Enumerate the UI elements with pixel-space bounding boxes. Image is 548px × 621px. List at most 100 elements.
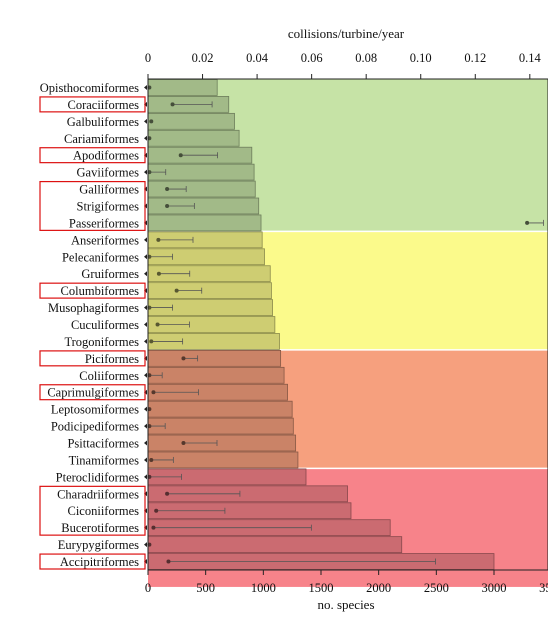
point-columbiformes — [174, 288, 179, 293]
point-passeriformes — [525, 220, 530, 225]
category-tick-eurypygiformes — [144, 542, 147, 548]
category-tick-opisthocomiformes — [144, 84, 147, 90]
bar-coliiformes — [147, 366, 285, 384]
point-psittaciformes — [181, 441, 186, 446]
category-label-opisthocomiformes: Opisthocomiformes — [40, 81, 139, 95]
bar-galbuliformes — [147, 112, 235, 130]
top-tick-label-0: 0 — [145, 51, 151, 65]
category-label-gaviiformes: Gaviiformes — [77, 166, 140, 180]
category-tick-coliiformes — [144, 372, 147, 378]
category-labels: Opisthocomiformes Coraciiformes Galbulifor… — [39, 81, 147, 570]
category-tick-anseriformes — [144, 237, 147, 243]
category-tick-podicipediformes — [144, 423, 147, 429]
category-label-tinamiformes: Tinamiformes — [69, 453, 140, 467]
category-label-cariamiformes: Cariamiformes — [64, 132, 139, 146]
point-galliformes — [165, 187, 170, 192]
point-cuculiformes — [155, 322, 160, 327]
bar-strigiformes — [147, 197, 260, 215]
bottom-axis: no. species 0 500 1000 1500 2000 2500 3000 3500… — [145, 570, 548, 612]
point-coraciiformes — [170, 102, 175, 107]
category-tick-tinamiformes — [144, 457, 147, 463]
highlight-box-6 — [39, 485, 146, 536]
point-accipitriformes — [166, 559, 171, 564]
category-label-musophagiformes: Musophagiformes — [48, 301, 139, 315]
top-tick-label-3: 0.06 — [301, 51, 323, 65]
bar-cariamiformes — [147, 129, 240, 147]
category-label-podicipediformes: Podicipediformes — [51, 420, 139, 434]
bar-eurypygiformes — [147, 536, 403, 553]
bar-columbiformes — [147, 282, 272, 300]
point-tinamiformes — [149, 457, 154, 462]
category-label-ciconiiformes: Ciconiiformes — [67, 504, 139, 518]
category-label-eurypygiformes: Eurypygiformes — [58, 538, 139, 552]
category-tick-trogoniformes — [144, 338, 147, 344]
highlight-box-0 — [39, 96, 146, 113]
point-apodiformes — [178, 153, 183, 158]
category-label-caprimulgiformes: Caprimulgiformes — [47, 386, 139, 400]
bar-opisthocomiformes — [147, 79, 218, 96]
bottom-tick-label-6: 3000 — [481, 581, 506, 595]
category-tick-pteroclidiformes — [144, 474, 147, 480]
highlight-box-7 — [39, 553, 146, 570]
top-tick-label-1: 0.02 — [192, 51, 214, 65]
category-label-leptosomiformes: Leptosomiformes — [51, 403, 139, 417]
point-gruiformes — [156, 271, 161, 276]
bar-leptosomiformes — [147, 400, 293, 418]
category-tick-cariamiformes — [144, 135, 147, 141]
bottom-tick-label-4: 2000 — [366, 581, 391, 595]
category-label-coraciiformes: Coraciiformes — [67, 98, 139, 112]
category-label-gruiformes: Gruiformes — [81, 267, 139, 281]
error-bars — [149, 101, 544, 565]
category-tick-pelecaniformes — [144, 254, 147, 260]
category-label-pelecaniformes: Pelecaniformes — [62, 250, 139, 264]
point-ciconiiformes — [154, 508, 159, 513]
category-label-bucerotiformes: Bucerotiformes — [61, 521, 139, 535]
category-tick-galbuliformes — [144, 118, 147, 124]
highlight-box-3 — [39, 282, 146, 299]
point-bucerotiformes — [151, 525, 156, 530]
highlight-box-5 — [39, 384, 146, 401]
category-label-passeriformes: Passeriformes — [69, 216, 139, 230]
bar-galliformes — [147, 180, 256, 198]
category-label-anseriformes: Anseriformes — [71, 233, 139, 247]
bottom-tick-label-3: 1500 — [308, 581, 333, 595]
top-tick-label-7: 0.14 — [519, 51, 542, 65]
bottom-tick-label-5: 2500 — [424, 581, 449, 595]
category-label-charadriiformes: Charadriiformes — [57, 487, 139, 501]
point-trogoniformes — [149, 339, 154, 344]
top-tick-label-6: 0.12 — [464, 51, 486, 65]
point-strigiformes — [165, 203, 170, 208]
category-tick-leptosomiformes — [144, 406, 147, 412]
category-label-apodiformes: Apodiformes — [73, 149, 139, 163]
category-label-cuculiformes: Cuculiformes — [71, 318, 139, 332]
category-label-coliiformes: Coliiformes — [79, 369, 139, 383]
category-tick-gruiformes — [144, 271, 147, 277]
category-label-columbiformes: Columbiformes — [61, 284, 140, 298]
bottom-tick-label-2: 1000 — [251, 581, 276, 595]
category-label-psittaciformes: Psittaciformes — [67, 437, 139, 451]
category-label-pteroclidiformes: Pteroclidiformes — [56, 470, 139, 484]
bottom-axis-label: no. species — [317, 597, 374, 612]
category-label-galbuliformes: Galbuliformes — [67, 115, 139, 129]
category-label-trogoniformes: Trogoniformes — [64, 335, 139, 349]
category-label-piciformes: Piciformes — [85, 352, 139, 366]
point-caprimulgiformes — [151, 390, 156, 395]
top-tick-label-2: 0.04 — [246, 51, 269, 65]
bar-podicipediformes — [147, 417, 294, 435]
point-anseriformes — [156, 237, 161, 242]
bottom-tick-label-7: 3500 — [539, 581, 548, 595]
category-tick-gaviiformes — [144, 169, 147, 175]
point-galbuliformes — [149, 119, 154, 124]
bar-psittaciformes — [147, 434, 297, 452]
bottom-tick-label-1: 500 — [196, 581, 215, 595]
top-tick-label-4: 0.08 — [355, 51, 377, 65]
category-label-strigiformes: Strigiformes — [77, 199, 140, 213]
bar-passeriformes — [147, 214, 262, 232]
top-axis: collisions/turbine/year 0 0.02 0.04 0.06 0.0… — [145, 26, 548, 80]
category-tick-cuculiformes — [144, 322, 147, 327]
top-axis-label: collisions/turbine/year — [288, 26, 405, 41]
category-tick-musophagiformes — [144, 305, 147, 311]
point-piciformes — [181, 356, 186, 361]
